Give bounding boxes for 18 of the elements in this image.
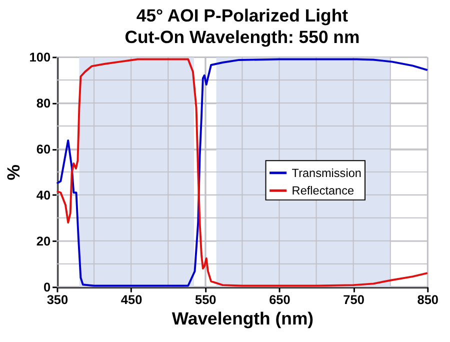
y-tick-label: 40 [36,187,51,202]
y-tick-label: 80 [36,95,51,110]
y-axis-title: % [3,164,24,180]
x-tick-label: 350 [46,292,68,308]
x-axis-title: Wavelength (nm) [172,308,314,329]
x-tick-label: 750 [343,292,364,308]
y-tick-label: 60 [36,141,51,156]
chart-subtitle: Cut-On Wavelength: 550 nm [124,27,360,48]
x-tick-label: 650 [269,292,290,308]
x-tick-label: 450 [120,292,142,308]
x-tick-label: 850 [417,292,439,308]
chart-title: 45° AOI P-Polarized Light [136,6,348,26]
y-tick-label: 20 [36,233,51,248]
legend-label: Reflectance [292,184,354,198]
legend-label: Transmission [292,166,362,180]
y-tick-label: 0 [43,279,51,294]
x-tick-label: 550 [194,292,216,308]
y-tick-label: 100 [29,49,51,64]
